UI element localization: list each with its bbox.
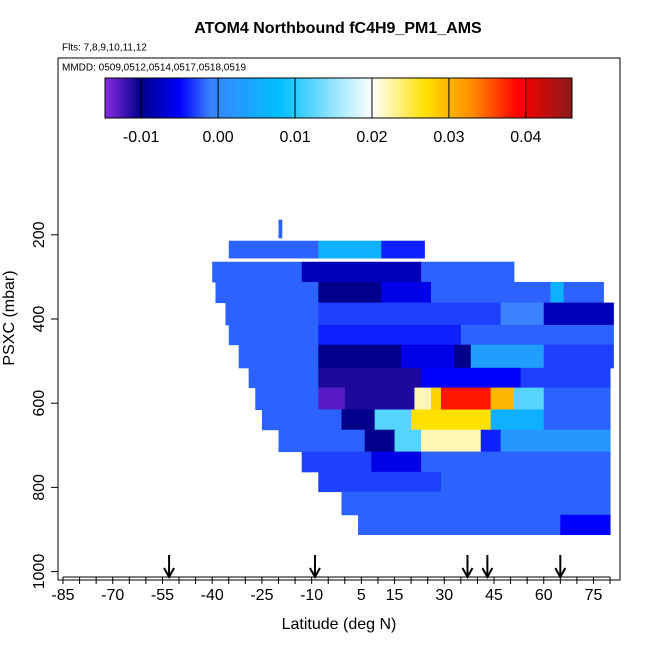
heatmap-cell <box>490 409 545 431</box>
y-tick-label: 400 <box>31 306 48 333</box>
heatmap-cell <box>278 429 366 453</box>
heatmap-cell <box>440 387 492 411</box>
flight-arrow <box>554 555 567 580</box>
heatmap-cell <box>563 281 604 304</box>
heatmap-cell <box>421 367 522 389</box>
heatmap-cell <box>520 367 611 389</box>
heatmap-cell <box>543 344 614 369</box>
heatmap-cell <box>543 409 611 431</box>
heatmap-cell <box>543 302 614 326</box>
heatmap-cell <box>381 281 432 304</box>
heatmap-cell <box>454 344 472 369</box>
heatmap-cell <box>318 367 422 389</box>
heatmap-cell <box>215 281 319 304</box>
heatmap-cell <box>374 409 412 431</box>
heatmap-cell <box>358 514 561 536</box>
heatmap-cell <box>550 281 565 304</box>
heatmap-cell <box>500 302 545 326</box>
x-tick-label: -25 <box>250 587 273 604</box>
colorbar-tick-label: 0.02 <box>356 129 387 146</box>
x-tick-label: -70 <box>101 587 124 604</box>
y-tick-label: 800 <box>31 474 48 501</box>
heatmap-cell <box>381 240 425 259</box>
colorbar <box>104 77 573 119</box>
heatmap-cell <box>490 387 515 411</box>
flight-arrow <box>481 555 494 580</box>
heatmap-cell <box>431 387 442 411</box>
heatmap-cell <box>414 387 432 411</box>
y-axis-label: PSXC (mbar) <box>1 270 18 365</box>
heatmap-cell <box>318 387 346 411</box>
x-tick-label: 5 <box>357 587 366 604</box>
x-tick-label: -85 <box>51 587 74 604</box>
heatmap-cell <box>394 429 422 453</box>
heatmap-cell <box>513 387 545 411</box>
heatmap-cell <box>261 409 342 431</box>
heatmap-cell <box>344 387 415 411</box>
heatmap-cell <box>401 344 455 369</box>
colorbar-tick-label: 0.00 <box>203 129 234 146</box>
colorbar-tick-label: -0.01 <box>123 129 160 146</box>
chart-title: ATOM4 Northbound fC4H9_PM1_AMS <box>194 20 482 37</box>
x-axis-label: Latitude (deg N) <box>282 616 397 633</box>
x-tick-label: -55 <box>151 587 174 604</box>
x-tick-label: -10 <box>300 587 323 604</box>
heatmap-cell <box>318 324 462 346</box>
x-tick-label: 45 <box>485 587 503 604</box>
colorbar-tick-label: 0.03 <box>433 129 464 146</box>
heatmap-cell <box>560 514 611 536</box>
heatmap-cell <box>371 451 422 473</box>
heatmap-cell <box>543 387 611 411</box>
chart-subtitle: Flts: 7,8,9,10,11,12 <box>62 43 147 54</box>
y-tick-label: 600 <box>31 390 48 417</box>
flight-arrow <box>309 555 321 580</box>
heatmap-cell <box>470 344 545 369</box>
x-tick-label: 75 <box>585 587 603 604</box>
y-tick-label: 200 <box>31 221 48 248</box>
heatmap-cell <box>228 240 319 259</box>
heatmap-cell <box>228 324 319 346</box>
heatmap-cell <box>278 219 283 239</box>
heatmap-cell <box>318 240 382 259</box>
heatmap-cell <box>318 302 502 326</box>
heatmap-cell <box>364 429 396 453</box>
x-tick-label: 15 <box>386 587 404 604</box>
heatmap-cell <box>440 471 611 493</box>
flight-arrow <box>461 555 474 580</box>
heatmap-cell <box>431 281 551 304</box>
heatmap-cell <box>480 429 502 453</box>
flight-arrow <box>163 555 175 580</box>
x-tick-label: 30 <box>435 587 453 604</box>
heatmap-cell <box>318 344 402 369</box>
heatmap-cell <box>318 281 382 304</box>
heatmap-cell <box>341 491 611 516</box>
colorbar-tick-label: 0.01 <box>279 129 310 146</box>
x-tick-label: 60 <box>535 587 553 604</box>
heatmap-cell <box>318 471 442 493</box>
y-tick-label: 1000 <box>31 554 48 590</box>
heatmap-cell <box>225 302 319 326</box>
heatmap-cell <box>255 387 319 411</box>
heatmap-cell <box>460 324 614 346</box>
heatmap-cell <box>301 261 422 283</box>
heatmap-cell <box>421 261 515 283</box>
annotation: MMDD: 0509,0512,0514,0517,0518,0519 <box>62 63 246 74</box>
heatmap-cell <box>341 409 376 431</box>
heatmap-cell <box>500 429 611 453</box>
heatmap-cell <box>248 367 319 389</box>
heatmap-cell <box>238 344 319 369</box>
heatmap-cell <box>421 429 482 453</box>
heatmap-cell <box>421 451 611 473</box>
heatmap-cell <box>411 409 492 431</box>
x-tick-label: -40 <box>201 587 224 604</box>
heatmap-cell <box>212 261 303 283</box>
heatmap-cell <box>301 451 372 473</box>
colorbar-tick-label: 0.04 <box>510 129 541 146</box>
